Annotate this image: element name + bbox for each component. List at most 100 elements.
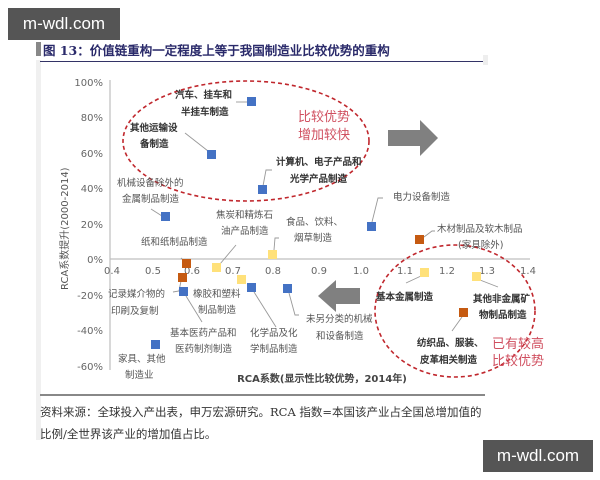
svg-text:电力设备制造: 电力设备制造: [393, 191, 451, 203]
x-tick-labels: 0.4 0.5 0.6 0.7 0.8 0.9 1.0 1.1 1.2 1.3 …: [104, 266, 536, 277]
figure-title-marker: [36, 42, 41, 56]
point-paper: [182, 259, 191, 268]
svg-text:80%: 80%: [81, 113, 103, 124]
point-rubber: [179, 287, 188, 296]
svg-text:油产品制造: 油产品制造: [221, 225, 269, 237]
svg-text:已有较高: 已有较高: [492, 336, 544, 352]
svg-text:计算机、电子产品和: 计算机、电子产品和: [276, 156, 362, 168]
svg-text:学制品制造: 学制品制造: [250, 343, 298, 355]
svg-text:食品、饮料、: 食品、饮料、: [286, 216, 343, 228]
title-divider: [40, 61, 483, 62]
svg-text:纺织品、服装、: 纺织品、服装、: [417, 337, 484, 349]
svg-text:0.8: 0.8: [265, 266, 281, 277]
svg-text:0.4: 0.4: [104, 266, 120, 277]
svg-text:0.7: 0.7: [225, 266, 241, 277]
svg-text:20%: 20%: [81, 220, 103, 231]
data-points: [151, 97, 481, 349]
svg-text:-40%: -40%: [77, 326, 103, 337]
point-electrical: [367, 222, 376, 231]
svg-text:其他运输设: 其他运输设: [130, 122, 178, 134]
svg-text:60%: 60%: [81, 149, 103, 160]
y-axis-title: RCA系数提升(2000-2014): [58, 167, 71, 290]
source-line-1: 资料来源：全球投入产出表，申万宏源研究。RCA 指数=本国该产业占全国总增加值的: [40, 405, 482, 419]
svg-text:(家具除外): (家具除外): [458, 239, 503, 251]
svg-text:备制造: 备制造: [139, 138, 169, 150]
point-machinery: [283, 284, 292, 293]
svg-text:1.2: 1.2: [439, 266, 455, 277]
source-line-2: 比例/全世界该产业的增加值占比。: [40, 427, 217, 441]
svg-text:机械设备除外的: 机械设备除外的: [117, 177, 184, 189]
point-pharma: [237, 275, 246, 284]
point-food: [212, 263, 221, 272]
leader-lines: [150, 101, 499, 332]
svg-text:和设备制造: 和设备制造: [316, 330, 364, 342]
svg-text:比较优势: 比较优势: [492, 353, 544, 369]
svg-text:1.4: 1.4: [520, 266, 536, 277]
svg-text:1.1: 1.1: [397, 266, 413, 277]
point-basic-metal: [420, 268, 429, 277]
watermark-top: m-wdl.com: [8, 8, 120, 40]
svg-text:其他非金属矿: 其他非金属矿: [473, 293, 531, 305]
svg-text:0.9: 0.9: [311, 266, 327, 277]
point-metal-products: [161, 212, 170, 221]
svg-text:未另分类的机械: 未另分类的机械: [306, 313, 373, 325]
svg-text:焦炭和精炼石: 焦炭和精炼石: [216, 209, 273, 221]
svg-text:-20%: -20%: [77, 291, 103, 302]
y-tick-labels: 100% 80% 60% 40% 20% 0% -20% -40% -60%: [74, 78, 103, 373]
svg-text:1.3: 1.3: [479, 266, 495, 277]
svg-text:物制品制造: 物制品制造: [479, 309, 527, 321]
svg-text:医药制剂制造: 医药制剂制造: [175, 343, 233, 355]
svg-text:纸和纸制品制造: 纸和纸制品制造: [141, 236, 208, 248]
svg-text:半挂车制造: 半挂车制造: [181, 106, 229, 118]
svg-text:汽车、挂车和: 汽车、挂车和: [175, 89, 232, 101]
svg-text:橡胶和塑料: 橡胶和塑料: [193, 288, 241, 300]
x-axis-title: RCA系数(显示性比较优势，2014年): [237, 372, 407, 385]
scatter-chart: 100% 80% 60% 40% 20% 0% -20% -40% -60% 0…: [58, 78, 544, 385]
figure-title: 图 13：价值链重构一定程度上等于我国制造业比较优势的重构: [43, 43, 390, 58]
svg-text:基本金属制造: 基本金属制造: [375, 291, 434, 303]
svg-text:40%: 40%: [81, 184, 103, 195]
svg-text:0.6: 0.6: [184, 266, 200, 277]
svg-text:化学品及化: 化学品及化: [250, 327, 298, 339]
point-nonmetal: [472, 272, 481, 281]
left-arrow-icon: [318, 280, 360, 312]
right-arrow-icon: [388, 120, 438, 156]
annotation-fast-growth: 比较优势 增加较快: [298, 109, 350, 143]
point-furniture: [151, 340, 160, 349]
svg-text:基本医药产品和: 基本医药产品和: [170, 327, 237, 339]
point-chemical: [247, 283, 256, 292]
svg-text:0%: 0%: [87, 255, 103, 266]
svg-text:烟草制造: 烟草制造: [294, 232, 333, 244]
svg-text:-60%: -60%: [77, 362, 103, 373]
bottom-divider: [40, 394, 485, 396]
svg-text:制品制造: 制品制造: [198, 304, 237, 316]
svg-text:增加较快: 增加较快: [298, 128, 350, 143]
svg-text:比较优势: 比较优势: [298, 109, 350, 125]
svg-text:皮革相关制造: 皮革相关制造: [419, 354, 478, 366]
svg-text:光学产品制造: 光学产品制造: [289, 173, 348, 185]
svg-text:木材制品及软木制品: 木材制品及软木制品: [437, 223, 523, 235]
source-note: 资料来源：全球投入产出表，申万宏源研究。RCA 指数=本国该产业占全国总增加值的…: [40, 401, 500, 445]
svg-text:0.5: 0.5: [145, 266, 161, 277]
point-coke: [268, 250, 277, 259]
svg-text:1.0: 1.0: [353, 266, 369, 277]
left-margin-strip: [36, 60, 41, 440]
point-auto: [247, 97, 256, 106]
point-computer: [258, 185, 267, 194]
point-labels: 汽车、挂车和 半挂车制造 其他运输设 备制造 计算机、电子产品和 光学产品制造 …: [108, 89, 531, 381]
high-advantage-ellipse: [374, 244, 536, 378]
point-transport: [207, 150, 216, 159]
svg-text:金属制品制造: 金属制品制造: [122, 193, 180, 205]
svg-text:100%: 100%: [74, 78, 103, 89]
annotation-high-advantage: 已有较高 比较优势: [492, 336, 544, 369]
watermark-bottom: m-wdl.com: [483, 440, 593, 472]
svg-text:记录媒介物的: 记录媒介物的: [108, 288, 165, 300]
fast-growth-ellipse: [122, 80, 370, 202]
svg-text:印刷及复制: 印刷及复制: [111, 305, 159, 317]
svg-text:制造业: 制造业: [125, 369, 154, 381]
point-printing: [178, 273, 187, 282]
svg-text:家具、其他: 家具、其他: [118, 353, 166, 365]
right-margin-strip: [483, 55, 488, 65]
point-textile: [459, 308, 468, 317]
point-wood: [415, 235, 424, 244]
